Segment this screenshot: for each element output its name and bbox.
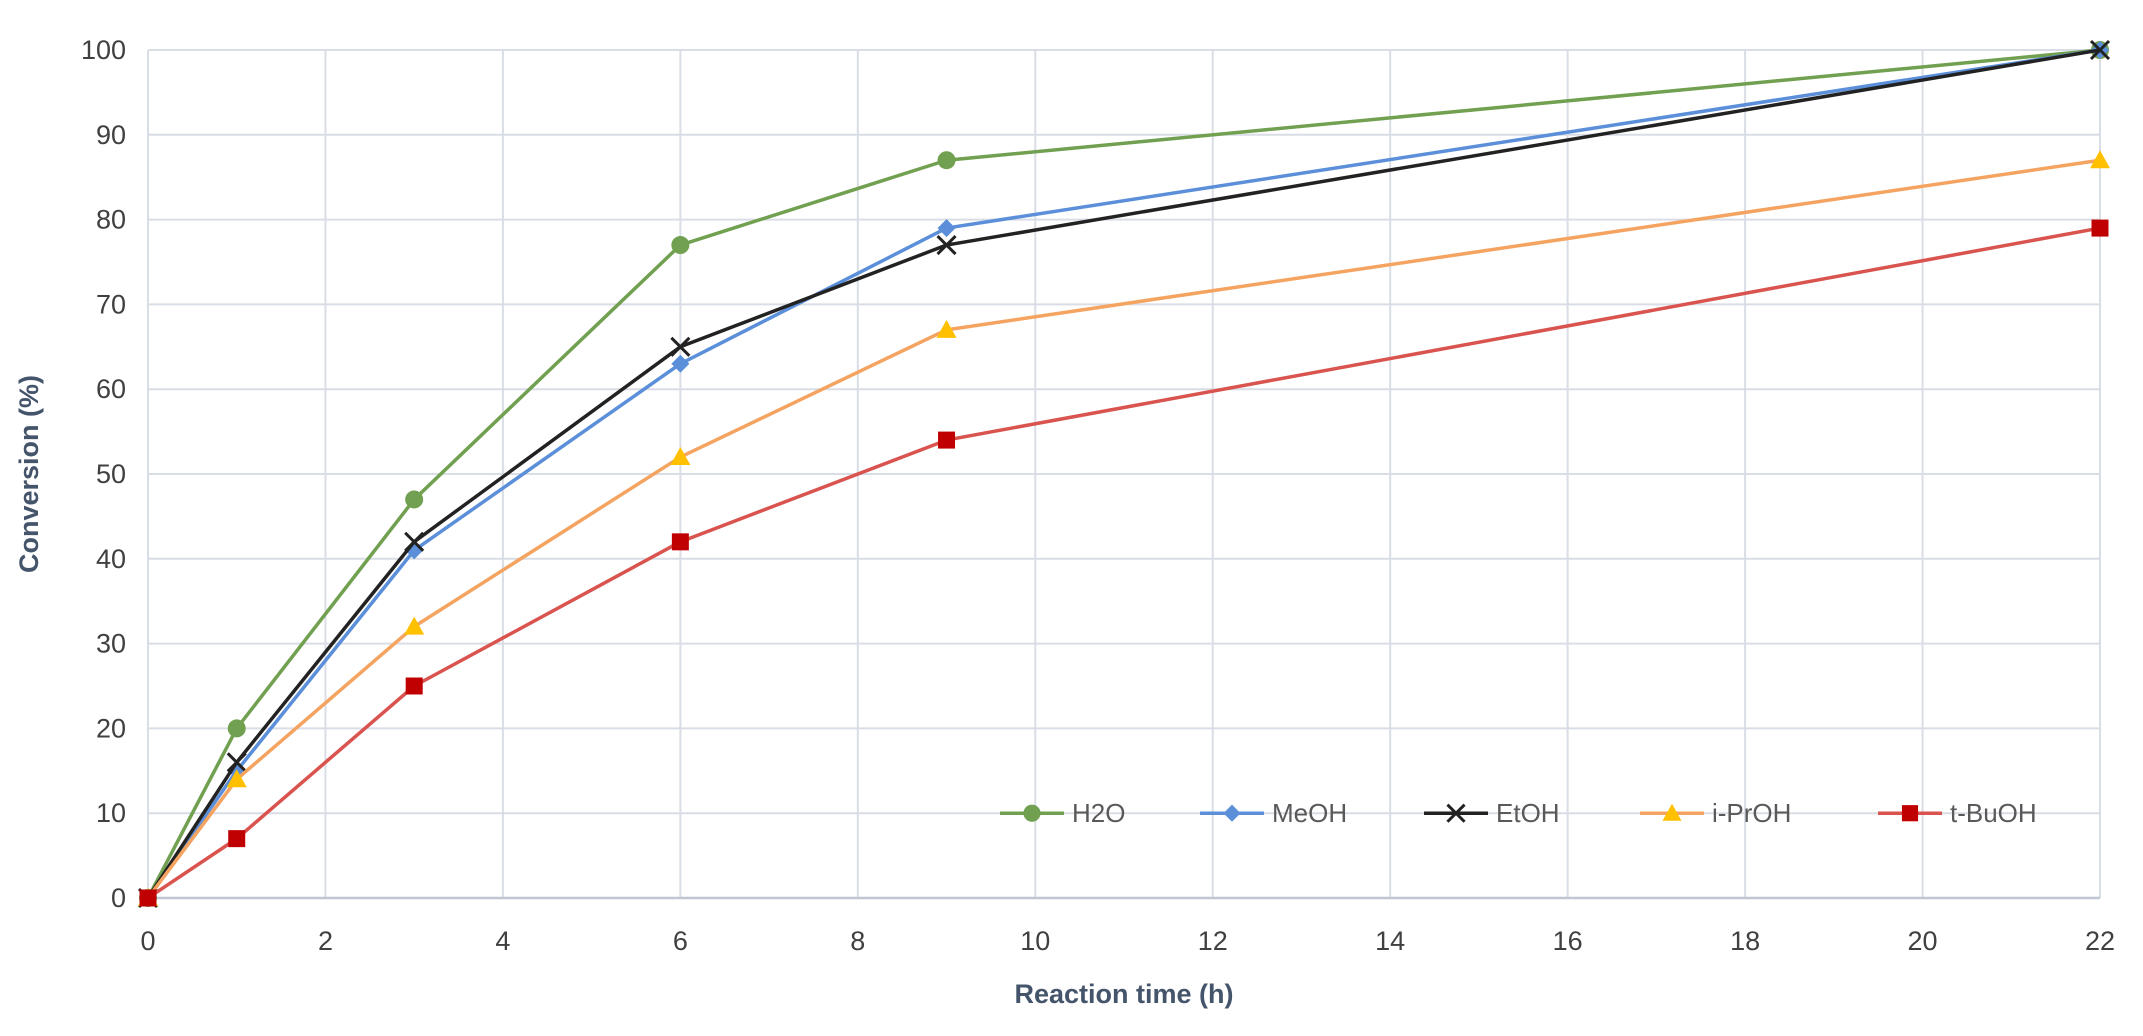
data-point bbox=[937, 151, 956, 170]
data-point bbox=[936, 234, 957, 256]
x-tick-label: 4 bbox=[495, 926, 510, 956]
legend-label: H2O bbox=[1072, 798, 1125, 828]
legend-label: i-PrOH bbox=[1712, 798, 1791, 828]
data-point bbox=[226, 769, 247, 788]
y-tick-label: 100 bbox=[81, 35, 126, 65]
x-tick-label: 20 bbox=[1908, 926, 1938, 956]
legend-item: H2O bbox=[1000, 798, 1125, 828]
data-point bbox=[2089, 39, 2111, 61]
series-line bbox=[146, 158, 2101, 900]
y-tick-label: 30 bbox=[96, 629, 126, 659]
data-point bbox=[938, 431, 956, 449]
data-point bbox=[671, 354, 690, 373]
y-axis-title: Conversion (%) bbox=[14, 375, 44, 573]
legend-marker bbox=[1446, 803, 1466, 823]
x-tick-label: 14 bbox=[1375, 926, 1405, 956]
data-point bbox=[228, 830, 246, 848]
legend-marker bbox=[1662, 803, 1682, 821]
legend-item: i-PrOH bbox=[1640, 798, 1791, 828]
data-point bbox=[404, 531, 425, 552]
x-tick-label: 22 bbox=[2085, 926, 2115, 956]
data-point bbox=[226, 752, 247, 773]
x-axis-title: Reaction time (h) bbox=[1014, 979, 1233, 1009]
data-point bbox=[937, 219, 956, 238]
x-tick-label: 16 bbox=[1553, 926, 1583, 956]
y-tick-label: 40 bbox=[96, 544, 126, 574]
legend: H2O MeOH EtOH i-PrOH t-BuOH bbox=[1000, 798, 2037, 828]
data-point bbox=[671, 533, 689, 551]
y-tick-label: 20 bbox=[96, 713, 126, 743]
y-tick-label: 70 bbox=[96, 289, 126, 319]
legend-label: MeOH bbox=[1272, 798, 1347, 828]
data-point bbox=[2090, 150, 2110, 169]
legend-item: MeOH bbox=[1200, 798, 1347, 828]
series-line bbox=[146, 48, 2101, 899]
y-tick-label: 80 bbox=[96, 205, 126, 235]
data-point bbox=[405, 490, 424, 509]
data-point bbox=[227, 719, 246, 738]
x-tick-label: 2 bbox=[318, 926, 333, 956]
data-point bbox=[2091, 219, 2109, 237]
data-point bbox=[671, 236, 690, 255]
legend-item: t-BuOH bbox=[1878, 798, 2037, 828]
data-point bbox=[404, 616, 425, 635]
legend-label: EtOH bbox=[1496, 798, 1560, 828]
series-lines bbox=[137, 39, 2111, 909]
series-t-buoh bbox=[139, 219, 2109, 907]
series-line bbox=[146, 48, 2101, 899]
x-tick-label: 6 bbox=[673, 926, 688, 956]
y-tick-label: 10 bbox=[96, 798, 126, 828]
axes: 0 10 20 30 40 50 60 70 80 90 100 0 2 4 6 8 10 12 14 16 18 20 2… bbox=[81, 35, 2115, 956]
x-tick-label: 12 bbox=[1198, 926, 1228, 956]
y-tick-label: 60 bbox=[96, 374, 126, 404]
series-line bbox=[147, 226, 2101, 900]
x-tick-label: 0 bbox=[140, 926, 155, 956]
legend-label: t-BuOH bbox=[1950, 798, 2037, 828]
series-line bbox=[146, 48, 2101, 900]
legend-marker bbox=[1223, 804, 1241, 822]
y-tick-label: 0 bbox=[111, 883, 126, 913]
data-point bbox=[405, 677, 423, 695]
legend-item: EtOH bbox=[1424, 798, 1560, 828]
x-tick-label: 18 bbox=[1730, 926, 1760, 956]
y-tick-label: 90 bbox=[96, 120, 126, 150]
data-point bbox=[670, 336, 691, 357]
legend-marker bbox=[1901, 805, 1919, 822]
grid bbox=[147, 49, 2101, 899]
data-point bbox=[936, 319, 957, 338]
x-tick-label: 8 bbox=[850, 926, 865, 956]
data-point bbox=[670, 447, 691, 466]
y-tick-label: 50 bbox=[96, 459, 126, 489]
data-point bbox=[139, 889, 157, 907]
x-tick-label: 10 bbox=[1020, 926, 1050, 956]
legend-marker bbox=[1023, 804, 1041, 822]
